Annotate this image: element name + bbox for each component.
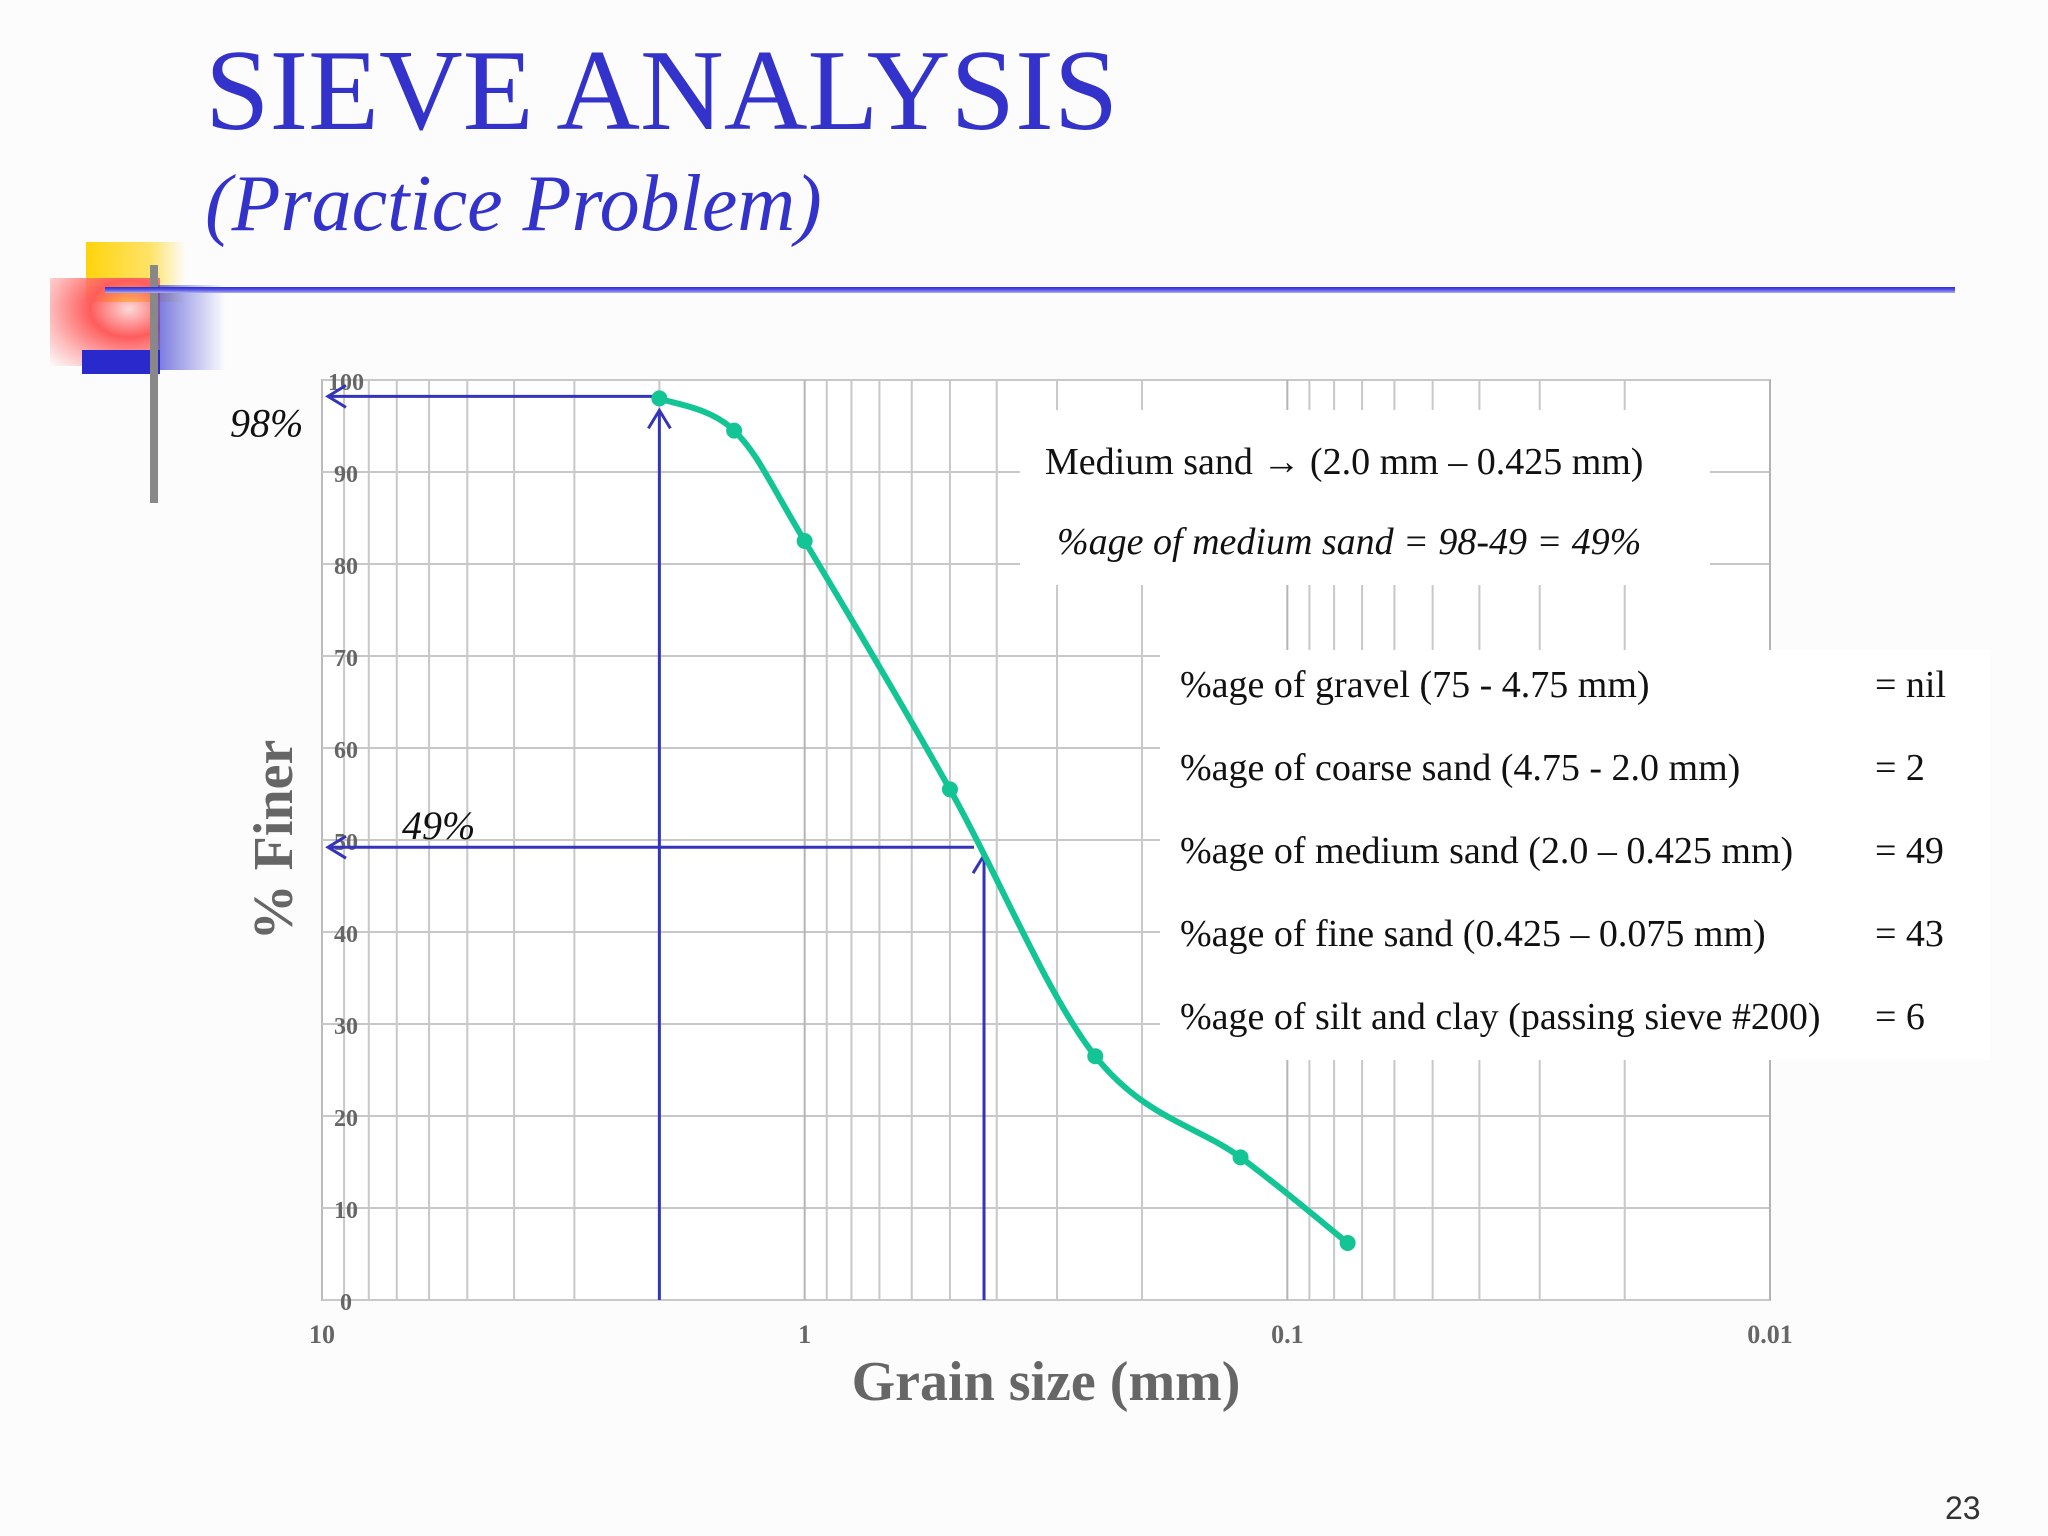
data-point bbox=[1087, 1048, 1104, 1065]
medium-sand-range: Medium sand → (2.0 mm – 0.425 mm) bbox=[1045, 441, 1644, 483]
data-point bbox=[796, 533, 813, 549]
guide-arrowhead-98-up bbox=[647, 407, 672, 430]
medium-sand-label: %age of medium sand (2.0 – 0.425 mm) bbox=[1180, 830, 1794, 872]
data-point bbox=[726, 422, 743, 439]
y-tick-label: 60 bbox=[334, 738, 358, 764]
decor-vertical-bar bbox=[150, 265, 158, 503]
y-tick-label: 90 bbox=[334, 462, 358, 488]
silt-clay-value: = 6 bbox=[1875, 996, 1925, 1038]
slide-title: SIEVE ANALYSIS bbox=[205, 27, 1119, 155]
data-point bbox=[1339, 1234, 1356, 1251]
data-point bbox=[941, 781, 958, 798]
y-tick-label: 0 bbox=[340, 1290, 352, 1316]
medium-sand-value: = 49 bbox=[1875, 830, 1944, 872]
gravel-label: %age of gravel (75 - 4.75 mm) bbox=[1180, 664, 1650, 706]
fine-sand-label: %age of fine sand (0.425 – 0.075 mm) bbox=[1180, 913, 1766, 955]
slide-subtitle: (Practice Problem) bbox=[205, 160, 822, 248]
x-tick-label: 1 bbox=[798, 1320, 811, 1349]
percentages-table: %age of gravel (75 - 4.75 mm) = nil %age… bbox=[1160, 650, 1990, 1060]
silt-clay-label: %age of silt and clay (passing sieve #20… bbox=[1180, 996, 1821, 1038]
coarse-sand-label: %age of coarse sand (4.75 - 2.0 mm) bbox=[1180, 747, 1741, 789]
data-point bbox=[1232, 1149, 1249, 1166]
annotation-98-label: 98% bbox=[230, 400, 303, 445]
y-tick-label: 20 bbox=[334, 1106, 358, 1132]
coarse-sand-value: = 2 bbox=[1875, 747, 1925, 789]
y-tick-label: 30 bbox=[334, 1014, 358, 1040]
data-point bbox=[651, 390, 668, 407]
grading-curve bbox=[658, 395, 1350, 1246]
x-tick-label: 0.01 bbox=[1747, 1320, 1793, 1349]
medium-sand-percent: %age of medium sand = 98-49 = 49% bbox=[1057, 521, 1642, 563]
decor-blue-square bbox=[82, 350, 160, 374]
y-tick-label: 10 bbox=[334, 1198, 358, 1224]
x-tick-label: 10 bbox=[309, 1320, 335, 1349]
annotation-49-label: 49% bbox=[402, 803, 475, 848]
medium-sand-callout: Medium sand → (2.0 mm – 0.425 mm) %age o… bbox=[1020, 410, 1710, 585]
decor-blue-fade bbox=[155, 285, 225, 370]
x-tick-label: 0.1 bbox=[1271, 1320, 1304, 1349]
gravel-value: = nil bbox=[1875, 664, 1947, 706]
title-underline bbox=[105, 287, 1955, 293]
guide-arrowhead-98-left bbox=[325, 384, 347, 409]
y-axis-title: % Finer bbox=[243, 740, 305, 941]
y-tick-label: 40 bbox=[334, 922, 358, 948]
page-number: 23 bbox=[1945, 1490, 1981, 1526]
y-tick-label: 80 bbox=[334, 554, 358, 580]
fine-sand-value: = 43 bbox=[1875, 913, 1944, 955]
x-axis-title: Grain size (mm) bbox=[852, 1351, 1241, 1413]
guide-arrowhead-49-left bbox=[325, 834, 347, 860]
y-tick-label: 70 bbox=[334, 646, 358, 672]
